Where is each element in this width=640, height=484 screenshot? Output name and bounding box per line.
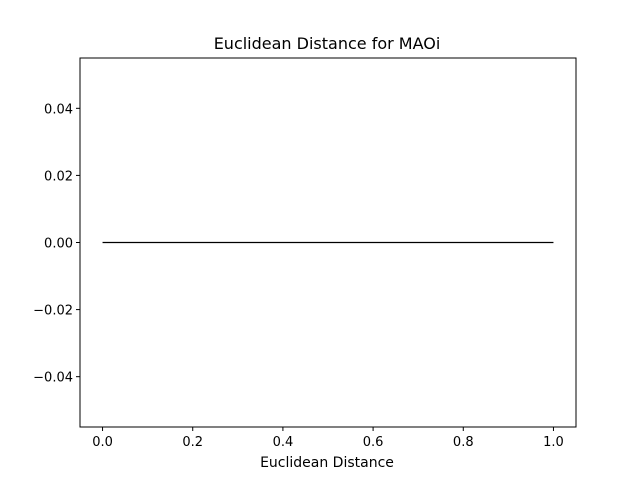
x-tick-label: 0.6 (363, 435, 384, 450)
y-tick-label: 0.04 (44, 102, 73, 117)
x-tick-label: 0.2 (182, 435, 203, 450)
chart-title: Euclidean Distance for MAOi (214, 34, 441, 53)
x-axis-label: Euclidean Distance (260, 455, 394, 471)
x-tick-label: 0.4 (273, 435, 294, 450)
y-tick-label: 0.00 (44, 237, 73, 252)
y-tick-label: 0.02 (44, 169, 73, 184)
y-tick-label: −0.02 (33, 304, 73, 319)
x-tick-label: 0.8 (453, 435, 474, 450)
x-tick-label: 1.0 (543, 435, 564, 450)
plot-area: 0.0 0.2 0.4 0.6 0.8 1.0 −0.04 −0.02 0.00 0.02 0.04 (33, 57, 577, 450)
x-tick-label: 0.0 (92, 435, 113, 450)
y-tick-label: −0.04 (33, 371, 73, 386)
